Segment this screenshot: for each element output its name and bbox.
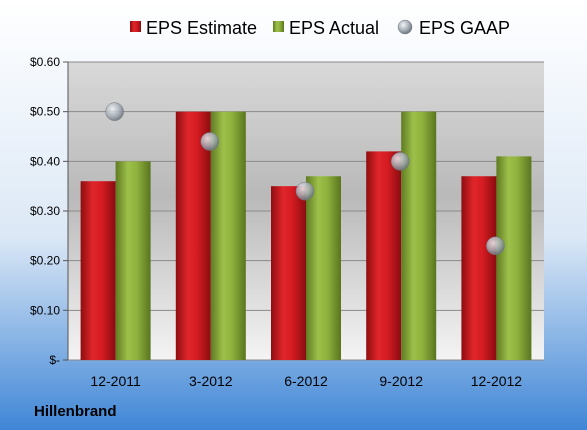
y-tick-label: $0.40 bbox=[30, 154, 60, 168]
y-tick-label: $0.60 bbox=[30, 55, 60, 69]
legend-label-gaap: EPS GAAP bbox=[419, 18, 510, 38]
y-tick-label: $- bbox=[49, 353, 60, 367]
bar-eps-estimate bbox=[366, 151, 402, 360]
bar-eps-estimate bbox=[175, 111, 211, 361]
y-tick-label: $0.10 bbox=[30, 303, 60, 317]
y-tick-label: $0.20 bbox=[30, 254, 60, 268]
x-tick-label: 12-2011 bbox=[90, 373, 141, 389]
y-axis-ticks: $- $0.10 $0.20 $0.30 $0.40 $0.50 $0.60 bbox=[30, 55, 60, 367]
bar-eps-actual bbox=[306, 176, 341, 360]
gaap-points bbox=[105, 102, 505, 256]
x-tick-label: 3-2012 bbox=[189, 373, 233, 389]
y-tick-label: $0.50 bbox=[30, 105, 60, 119]
bars bbox=[80, 111, 532, 361]
x-tick-label: 6-2012 bbox=[284, 373, 328, 389]
x-tick-label: 12-2012 bbox=[471, 373, 523, 389]
point-eps-gaap bbox=[486, 236, 505, 256]
point-eps-gaap bbox=[200, 132, 220, 151]
bar-eps-actual bbox=[496, 156, 532, 360]
legend-label-actual: EPS Actual bbox=[289, 18, 379, 38]
point-eps-gaap bbox=[390, 152, 410, 171]
y-tick-label: $0.30 bbox=[30, 204, 60, 218]
bar-eps-actual bbox=[401, 111, 437, 361]
bar-eps-estimate bbox=[80, 181, 116, 360]
legend-swatch-estimate bbox=[130, 21, 141, 32]
point-eps-gaap bbox=[105, 102, 124, 121]
x-tick-label: 9-2012 bbox=[379, 373, 423, 389]
legend-item-eps-gaap: EPS GAAP bbox=[397, 18, 510, 38]
point-eps-gaap bbox=[295, 181, 315, 201]
legend-swatch-gaap bbox=[397, 19, 413, 35]
x-axis-ticks: 12-2011 3-2012 6-2012 9-2012 12-2012 bbox=[90, 373, 522, 389]
legend: EPS Estimate EPS Actual EPS GAAP bbox=[130, 18, 510, 38]
bar-eps-estimate bbox=[271, 186, 306, 360]
bar-eps-actual bbox=[115, 161, 151, 360]
legend-item-eps-actual: EPS Actual bbox=[273, 18, 379, 38]
bar-eps-estimate bbox=[461, 176, 497, 360]
bar-eps-actual bbox=[210, 111, 246, 361]
company-name: Hillenbrand bbox=[34, 403, 117, 420]
legend-swatch-actual bbox=[273, 21, 284, 32]
legend-label-estimate: EPS Estimate bbox=[146, 18, 257, 38]
legend-item-eps-estimate: EPS Estimate bbox=[130, 18, 257, 38]
